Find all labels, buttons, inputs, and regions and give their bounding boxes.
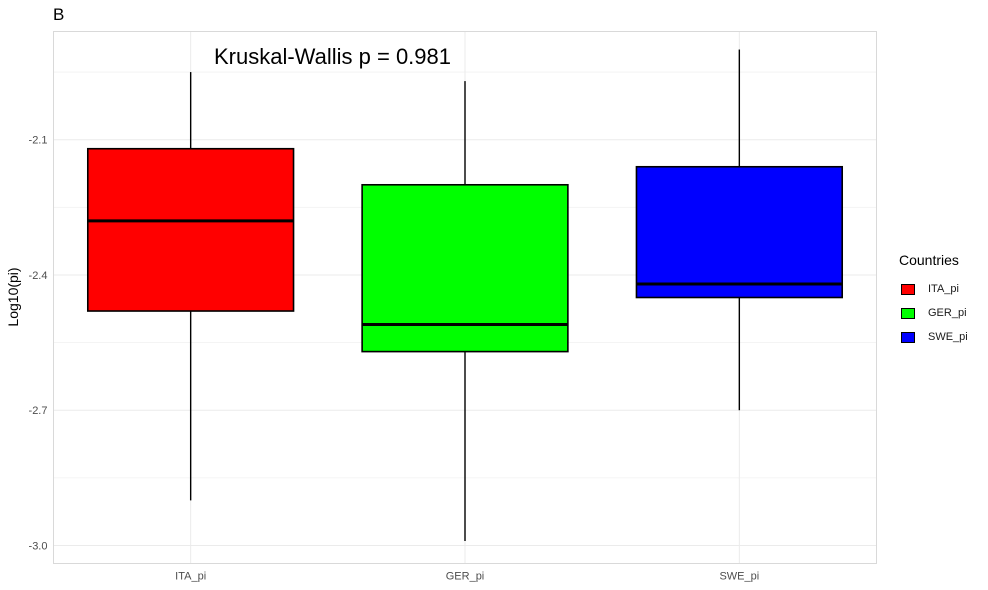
box-body [361,183,569,353]
legend-title: Countries [899,252,959,268]
kruskal-wallis-annotation: Kruskal-Wallis p = 0.981 [214,44,451,69]
panel-tag: B [53,5,65,24]
legend-items: ITA_pi GER_pi SWE_pi [899,277,968,349]
legend-key [899,301,917,325]
legend-key [899,325,917,349]
x-tick-label: SWE_pi [719,571,759,583]
legend-swatch [901,283,915,295]
plot-panel-border [53,31,877,564]
y-tick-label: -3.0 [29,540,48,552]
y-tick-label: -2.4 [29,270,48,282]
box-body [86,147,295,312]
y-axis-label: Log10(pi) [5,267,21,326]
y-axis-ticks: -2.1 -2.4 -2.7 -3.0 [29,135,48,553]
legend-swatch [901,307,915,319]
legend-item: ITA_pi [899,277,968,301]
boxes [86,49,844,541]
legend: Countries ITA_pi GER_pi SWE_pi [899,252,968,349]
legend-label: GER_pi [928,307,967,319]
box-body [635,165,844,299]
legend-label: ITA_pi [928,283,959,295]
box-ITA_pi [86,72,295,501]
x-tick-label: ITA_pi [175,571,206,583]
x-axis-ticks: ITA_pi GER_pi SWE_pi [175,571,759,583]
legend-key [899,277,917,301]
y-tick-label: -2.7 [29,405,48,417]
legend-item: GER_pi [899,301,968,325]
box-SWE_pi [635,49,844,411]
legend-item: SWE_pi [899,325,968,349]
box-GER_pi [361,81,569,541]
x-tick-label: GER_pi [446,571,485,583]
legend-label: SWE_pi [928,331,968,343]
y-tick-label: -2.1 [29,135,48,147]
legend-swatch [901,331,915,343]
